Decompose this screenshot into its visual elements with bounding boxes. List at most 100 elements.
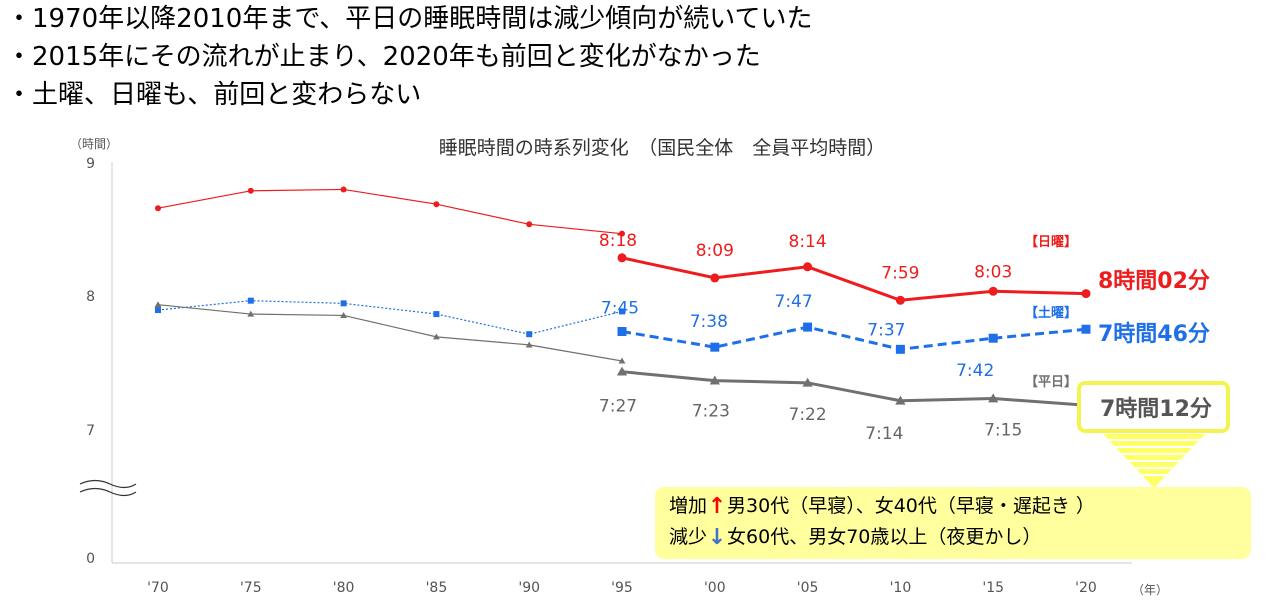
x-tick-label: '95 xyxy=(611,580,633,596)
data-labels: 8:18 8:09 8:14 7:59 8:03 7:45 7:38 7:47 7:37 7:42… xyxy=(599,231,1022,444)
data-label: 7:42 xyxy=(956,361,994,381)
data-point xyxy=(526,221,533,228)
note-increase-line: 増加 ↑ 男30代（早寝）、女40代（早寝・遅起き ） xyxy=(669,491,1251,522)
note-decrease-line: 減少 ↓ 女60代、男女70歳以上（夜更かし） xyxy=(669,522,1251,553)
x-axis-unit: （年） xyxy=(1132,583,1168,597)
data-label: 8:14 xyxy=(789,232,827,252)
data-point xyxy=(988,333,998,343)
data-label: 7:38 xyxy=(690,312,728,332)
data-point xyxy=(340,186,347,193)
note-decrease-text: 女60代、男女70歳以上（夜更かし） xyxy=(727,526,1042,548)
data-label: 8:18 xyxy=(599,231,637,251)
data-label: 7:47 xyxy=(775,292,813,312)
series-layer xyxy=(154,186,1092,410)
data-point xyxy=(433,201,440,208)
y-tick-9: 9 xyxy=(86,156,95,172)
x-tick-label: '90 xyxy=(518,580,540,596)
x-tick-label: '10 xyxy=(890,580,912,596)
series-line-4 xyxy=(157,304,623,362)
highlight-pointer-icon xyxy=(1103,434,1205,488)
data-point xyxy=(710,342,720,352)
series-line-2 xyxy=(157,300,623,335)
data-point xyxy=(619,230,625,237)
data-point xyxy=(526,331,533,338)
x-tick-labels: '70 '75 '80 '85 '90 '95 '00 '05 '10 '15 '20 xyxy=(147,580,1097,596)
data-point xyxy=(1081,324,1091,334)
note-increase-label: 増加 xyxy=(669,495,708,517)
x-tick-label: '05 xyxy=(797,580,819,596)
x-tick-label: '00 xyxy=(704,580,726,596)
data-label: 7:14 xyxy=(865,424,903,444)
note-increase-text: 男30代（早寝）、女40代（早寝・遅起き ） xyxy=(727,495,1095,517)
x-tick-label: '85 xyxy=(426,580,448,596)
data-label: 8:03 xyxy=(974,262,1012,282)
data-point xyxy=(247,310,255,317)
x-tick-label: '75 xyxy=(240,580,262,596)
chart-title: 睡眠時間の時系列変化 （国民全体 全員平均時間） xyxy=(439,137,886,159)
x-tick-label: '70 xyxy=(147,580,169,596)
change-note-box: 増加 ↑ 男30代（早寝）、女40代（早寝・遅起き ） 減少 ↓ 女60代、男女… xyxy=(655,487,1251,559)
data-label: 7:22 xyxy=(789,405,827,425)
data-point xyxy=(803,322,813,332)
data-point xyxy=(155,205,161,212)
data-point xyxy=(617,327,627,336)
x-tick-label: '20 xyxy=(1075,580,1097,596)
end-label-saturday: 7時間46分 xyxy=(1098,322,1210,347)
data-label: 7:37 xyxy=(867,320,905,340)
axis-break-icon xyxy=(79,479,137,497)
y-axis-unit: （時間） xyxy=(70,137,118,151)
data-point xyxy=(617,253,627,263)
arrow-down-icon: ↓ xyxy=(707,525,727,550)
legend-saturday: 【土曜】 xyxy=(1025,305,1077,321)
data-label: 8:09 xyxy=(696,241,734,261)
bullet-1: ・1970年以降2010年まで、平日の睡眠時間は減少傾向が続いていた xyxy=(6,4,813,34)
bullet-2: ・2015年にその流れが止まり、2020年も前回と変化がなかった xyxy=(6,42,761,72)
data-point xyxy=(803,262,813,272)
bullet-3: ・土曜、日曜も、前回と変わらない xyxy=(6,80,422,110)
series-line-5 xyxy=(621,370,1087,407)
series-line-1 xyxy=(621,256,1087,302)
data-point xyxy=(340,312,348,318)
data-point xyxy=(709,375,720,385)
series-line-3 xyxy=(621,325,1087,351)
data-point xyxy=(154,301,162,308)
y-tick-0: 0 xyxy=(86,551,95,567)
data-point xyxy=(895,395,906,405)
data-point xyxy=(802,377,813,387)
data-point xyxy=(618,357,626,364)
note-decrease-label: 減少 xyxy=(669,526,708,548)
y-tick-7: 7 xyxy=(86,423,95,439)
data-label: 7:23 xyxy=(692,402,730,422)
data-label: 7:27 xyxy=(599,397,637,417)
end-label-sunday: 8時間02分 xyxy=(1098,269,1210,294)
summary-bullets: ・1970年以降2010年まで、平日の睡眠時間は減少傾向が続いていた ・2015… xyxy=(6,0,813,114)
data-point xyxy=(247,187,254,194)
series-line-0 xyxy=(157,188,623,235)
arrow-up-icon: ↑ xyxy=(707,494,727,519)
data-point xyxy=(155,307,161,314)
data-point xyxy=(616,366,628,376)
data-point xyxy=(619,308,625,315)
end-label-weekday: 7時間12分 xyxy=(1100,397,1212,422)
data-point xyxy=(525,341,533,348)
data-label: 7:59 xyxy=(881,263,919,283)
y-tick-8: 8 xyxy=(86,289,95,305)
data-point xyxy=(1081,289,1091,299)
data-point xyxy=(433,311,440,318)
data-point xyxy=(988,286,998,296)
data-point xyxy=(432,333,440,340)
x-tick-label: '80 xyxy=(333,580,355,596)
weekday-highlight-box xyxy=(1077,381,1230,433)
data-point xyxy=(895,295,905,305)
legend-sunday: 【日曜】 xyxy=(1025,234,1077,250)
legend-weekday: 【平日】 xyxy=(1025,374,1077,390)
data-label: 7:45 xyxy=(601,299,639,319)
data-point xyxy=(340,300,347,307)
data-point xyxy=(988,393,999,403)
x-tick-label: '15 xyxy=(982,580,1004,596)
data-point xyxy=(247,297,254,304)
data-point xyxy=(710,273,720,283)
data-label: 7:15 xyxy=(984,421,1022,441)
data-point xyxy=(895,344,905,354)
